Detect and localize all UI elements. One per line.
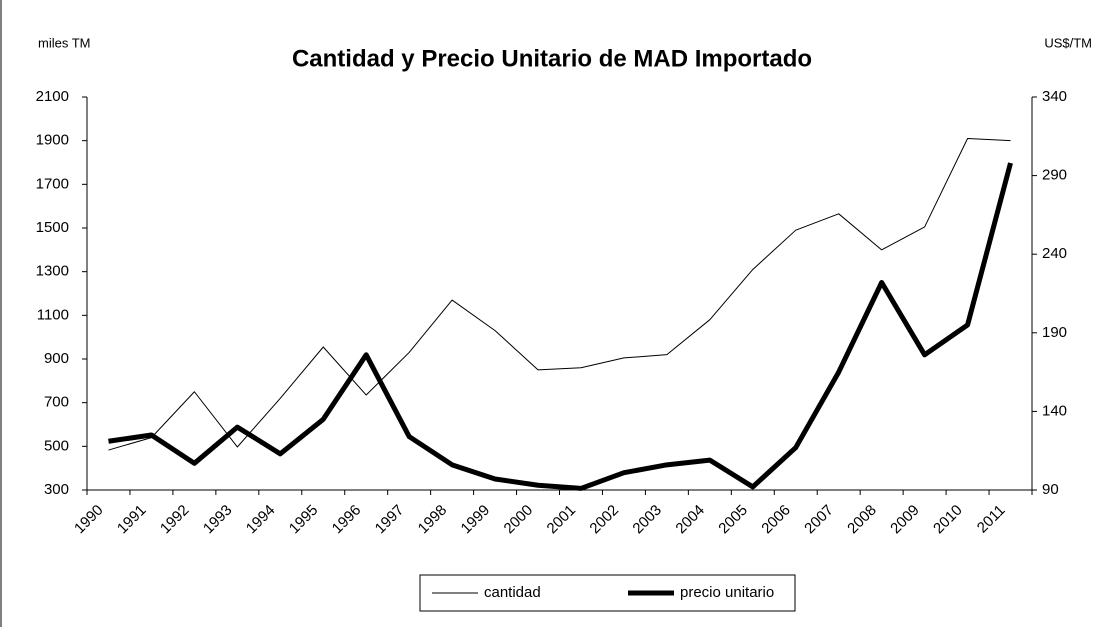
y2-tick-label: 190 [1042, 324, 1067, 341]
y-tick-label: 700 [44, 394, 69, 411]
y2-axis-label: US$/TM [1044, 35, 1092, 50]
series-line [108, 162, 1013, 491]
y-tick-label: 2100 [36, 88, 69, 105]
y-tick-label: 1300 [36, 263, 69, 280]
series-line [108, 137, 1011, 451]
legend-label: cantidad [484, 584, 541, 601]
y-tick-label: 900 [44, 350, 69, 367]
chart-title: Cantidad y Precio Unitario de MAD Import… [292, 45, 812, 72]
y2-tick-label: 340 [1042, 88, 1067, 105]
y-tick-label: 300 [44, 481, 69, 498]
y2-tick-label: 90 [1042, 481, 1059, 498]
y-tick-label: 1900 [36, 132, 69, 149]
y-tick-label: 1700 [36, 175, 69, 192]
legend-label: precio unitario [680, 584, 774, 601]
y2-tick-label: 140 [1042, 402, 1067, 419]
y2-tick-label: 240 [1042, 245, 1067, 262]
y-tick-label: 500 [44, 437, 69, 454]
y-tick-label: 1500 [36, 219, 69, 236]
y-axis-label: miles TM [38, 35, 90, 50]
legend [419, 574, 796, 612]
y2-tick-label: 290 [1042, 167, 1067, 184]
y-tick-label: 1100 [37, 306, 69, 323]
